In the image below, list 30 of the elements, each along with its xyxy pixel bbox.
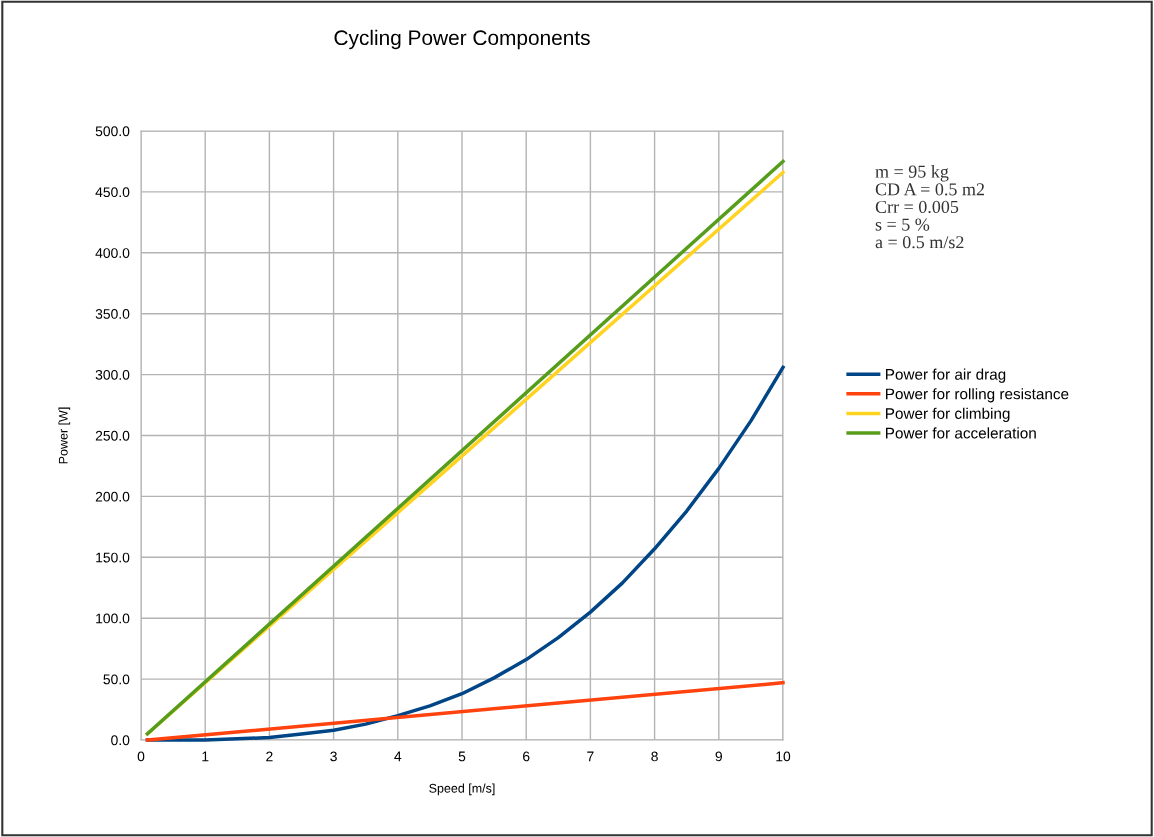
- y-tick-label: 0.0: [111, 735, 130, 746]
- y-tick-label: 100.0: [96, 613, 130, 624]
- x-tick-label: 9: [715, 751, 722, 762]
- y-tick-label: 250.0: [95, 430, 130, 441]
- x-tick-label: 7: [587, 751, 594, 762]
- x-tick-label: 5: [458, 751, 466, 762]
- x-tick-label: 2: [266, 751, 273, 762]
- y-tick-label: 150.0: [96, 552, 130, 563]
- y-tick-label: 450.0: [95, 187, 130, 198]
- y-tick-label: 200.0: [95, 491, 130, 502]
- x-axis-title: Speed [m/s]: [429, 783, 495, 796]
- x-tick-label: 6: [523, 751, 530, 762]
- legend-label: Power for climbing: [886, 407, 1010, 422]
- legend-label: Power for rolling resistance: [886, 388, 1069, 403]
- x-tick-label: 1: [202, 751, 209, 762]
- y-tick-label: 400.0: [95, 248, 130, 258]
- chart-title: Cycling Power Components: [334, 29, 590, 50]
- y-tick-label: 50.0: [103, 674, 130, 685]
- x-tick-label: 8: [651, 751, 658, 762]
- legend-label: Power for air drag: [886, 368, 1006, 383]
- y-axis-title: Power [W]: [58, 407, 71, 464]
- legend-label: Power for acceleration: [886, 427, 1036, 439]
- text: m = 95 kg CD A = 0.5 m2 Crr = 0.005 s = 5 % a = 0.5 m/s2: [875, 165, 985, 249]
- x-tick-label: 4: [394, 751, 402, 762]
- x-tick-label: 0: [137, 751, 145, 762]
- y-tick-label: 500.0: [95, 126, 130, 137]
- y-tick-label: 300.0: [95, 369, 130, 380]
- x-tick-label: 3: [330, 751, 337, 762]
- y-tick-label: 350.0: [95, 309, 130, 319]
- x-tick-label: 10: [776, 751, 791, 762]
